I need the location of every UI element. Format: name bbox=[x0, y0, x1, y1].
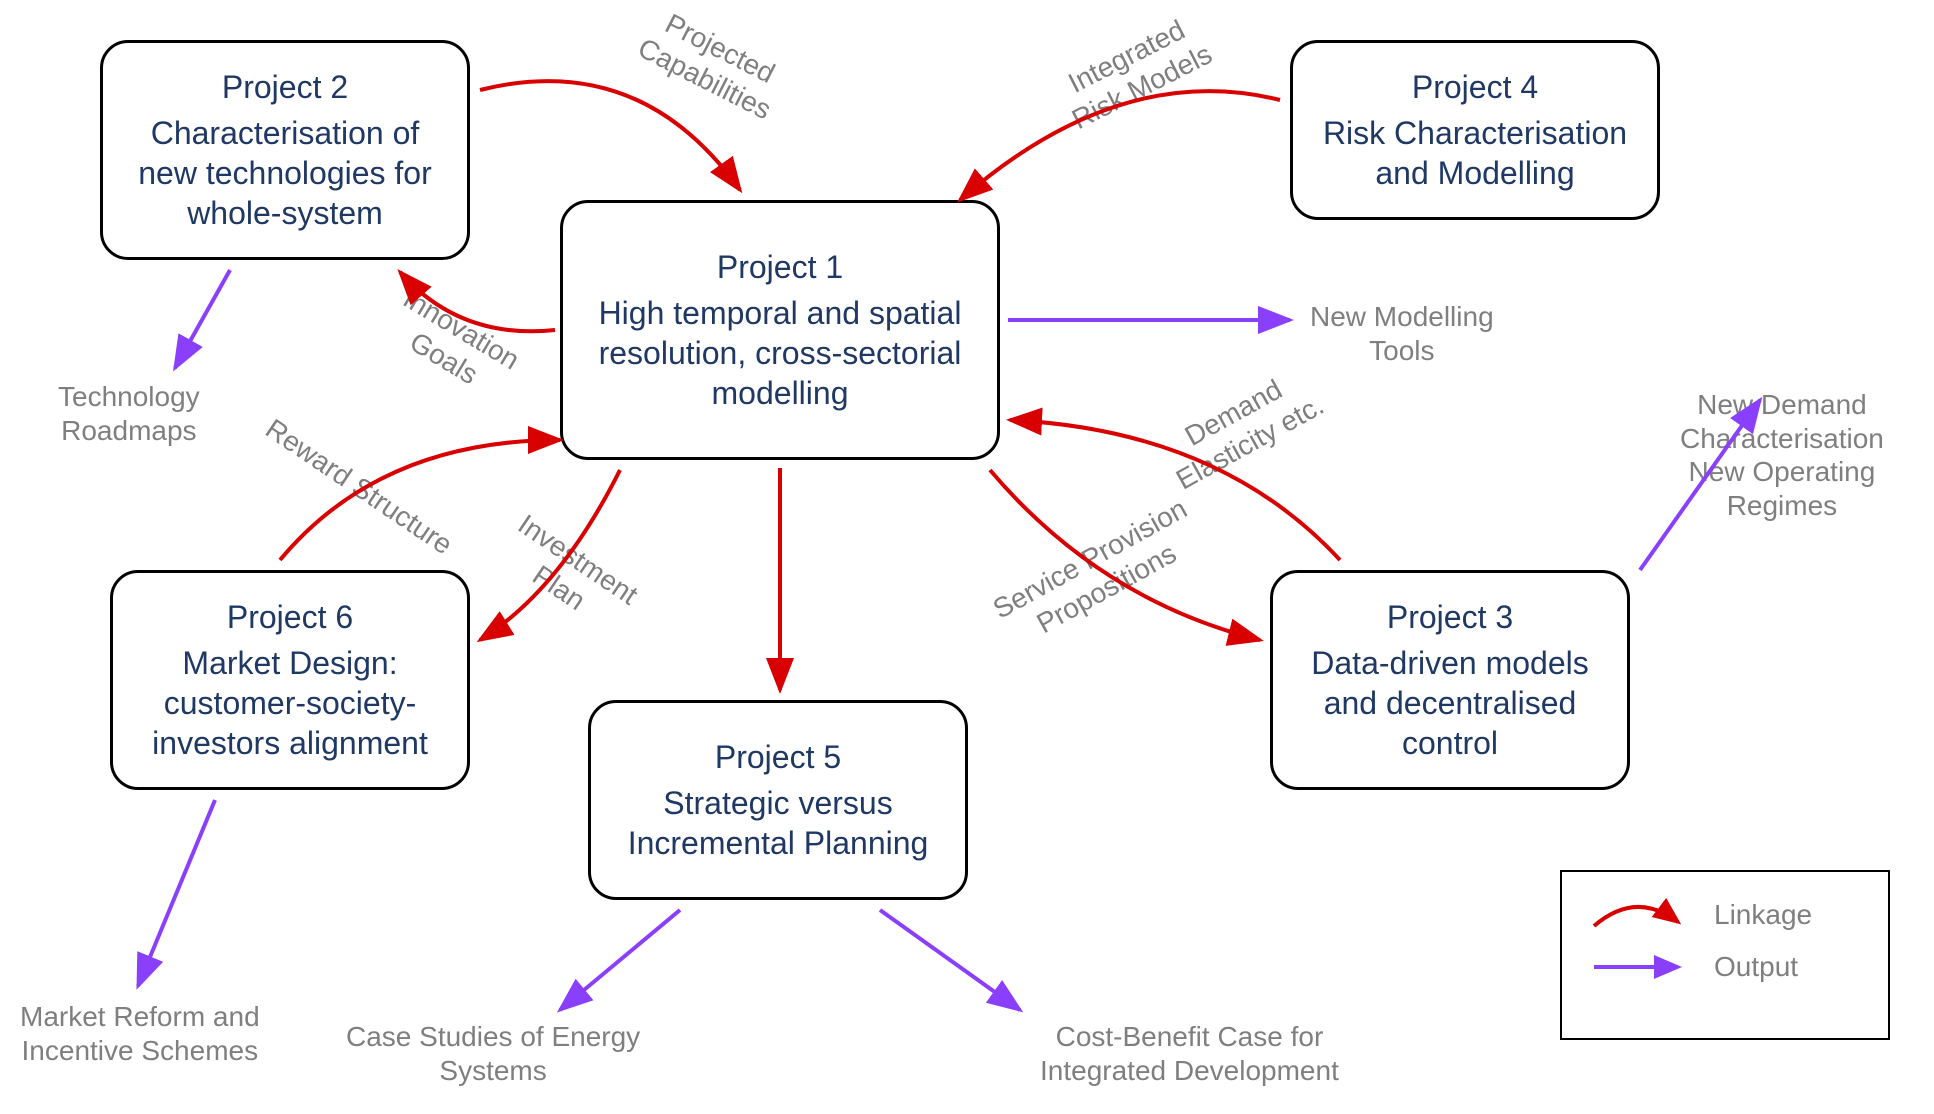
legend-row-output: Output bbox=[1586, 944, 1864, 990]
edge-label-investment: InvestmentPlan bbox=[493, 507, 644, 639]
node-title: Project 5 bbox=[609, 737, 947, 777]
output-label-tech-roadmaps: TechnologyRoadmaps bbox=[58, 380, 200, 447]
legend: Linkage Output bbox=[1560, 870, 1890, 1040]
edge-label-projected: ProjectedCapabilities bbox=[633, 1, 792, 127]
legend-row-linkage: Linkage bbox=[1586, 892, 1864, 938]
node-project-3: Project 3 Data-driven modelsand decentra… bbox=[1270, 570, 1630, 790]
output-p6-market bbox=[138, 800, 215, 986]
node-subtitle: Risk Characterisationand Modelling bbox=[1311, 113, 1639, 193]
output-p5-costbenefit bbox=[880, 910, 1020, 1010]
output-p5-casestudies bbox=[560, 910, 680, 1010]
node-subtitle: Strategic versusIncremental Planning bbox=[609, 783, 947, 863]
node-title: Project 2 bbox=[121, 67, 449, 107]
node-title: Project 1 bbox=[581, 247, 979, 287]
output-label-new-modelling: New ModellingTools bbox=[1310, 300, 1494, 367]
edge-label-service: Service ProvisionPropositions bbox=[987, 492, 1209, 656]
legend-linkage-icon bbox=[1586, 892, 1686, 938]
node-project-6: Project 6 Market Design:customer-society… bbox=[110, 570, 470, 790]
node-subtitle: Market Design:customer-society-investors… bbox=[131, 643, 449, 763]
output-p2-roadmaps bbox=[175, 270, 230, 368]
legend-output-text: Output bbox=[1714, 951, 1798, 983]
output-label-cost-benefit: Cost-Benefit Case forIntegrated Developm… bbox=[1040, 1020, 1339, 1087]
output-label-market-reform: Market Reform andIncentive Schemes bbox=[20, 1000, 260, 1067]
node-title: Project 4 bbox=[1311, 67, 1639, 107]
node-title: Project 3 bbox=[1291, 597, 1609, 637]
node-subtitle: Characterisation ofnew technologies forw… bbox=[121, 113, 449, 233]
edge-label-demand: DemandElasticity etc. bbox=[1154, 359, 1329, 497]
node-subtitle: Data-driven modelsand decentralisedcontr… bbox=[1291, 643, 1609, 763]
edge-label-innovation: InnovationGoals bbox=[380, 282, 525, 406]
node-title: Project 6 bbox=[131, 597, 449, 637]
edge-label-reward: Reward Structure bbox=[259, 412, 458, 562]
node-project-5: Project 5 Strategic versusIncremental Pl… bbox=[588, 700, 968, 900]
node-project-4: Project 4 Risk Characterisationand Model… bbox=[1290, 40, 1660, 220]
legend-output-icon bbox=[1586, 944, 1686, 990]
linkage-p2-p1 bbox=[480, 81, 740, 190]
node-project-2: Project 2 Characterisation ofnew technol… bbox=[100, 40, 470, 260]
edge-label-integrated: IntegratedRisk Models bbox=[1051, 7, 1217, 136]
output-label-case-studies: Case Studies of EnergySystems bbox=[346, 1020, 640, 1087]
output-label-new-demand: New DemandCharacterisationNew OperatingR… bbox=[1680, 388, 1884, 522]
node-subtitle: High temporal and spatialresolution, cro… bbox=[581, 293, 979, 413]
node-project-1: Project 1 High temporal and spatialresol… bbox=[560, 200, 1000, 460]
legend-linkage-text: Linkage bbox=[1714, 899, 1812, 931]
